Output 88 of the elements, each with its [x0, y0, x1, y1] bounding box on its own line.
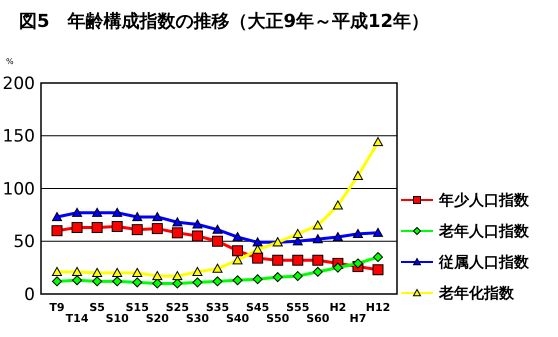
x-tick-label: S10	[106, 312, 130, 325]
point	[92, 222, 103, 234]
point	[172, 227, 183, 238]
legend-label: 年少人口指数	[438, 191, 530, 209]
point	[332, 232, 343, 242]
point	[252, 237, 263, 246]
point	[232, 255, 243, 264]
point	[192, 277, 202, 288]
point	[373, 228, 383, 237]
point	[252, 244, 263, 254]
point	[373, 137, 383, 146]
point	[292, 254, 304, 266]
point	[92, 276, 102, 286]
x-tick-label: S15	[126, 301, 149, 314]
point	[332, 200, 343, 210]
point	[192, 230, 203, 242]
point	[192, 266, 202, 276]
point	[52, 276, 62, 286]
y-tick-label: 200	[2, 74, 35, 94]
point	[212, 276, 222, 286]
point	[72, 208, 82, 217]
point	[192, 219, 202, 228]
point	[272, 272, 283, 282]
x-tick-label: S55	[286, 301, 310, 314]
x-tick-label: S45	[246, 301, 270, 314]
x-tick-label: S25	[166, 301, 189, 314]
x-tick-label: S50	[266, 312, 290, 325]
y-tick-label: 150	[2, 126, 35, 147]
point	[312, 266, 323, 277]
x-tick-label: H12	[366, 301, 390, 314]
point	[72, 222, 83, 234]
point	[172, 217, 182, 226]
point	[112, 220, 123, 232]
point	[292, 271, 303, 282]
x-tick-label: S5	[89, 301, 105, 314]
x-tick-label: S35	[206, 301, 230, 314]
legend-label: 老年人口指数	[438, 222, 530, 240]
y-tick-label: 50	[13, 232, 35, 252]
point	[92, 208, 102, 217]
legend-label: 老年化指数	[438, 284, 515, 302]
point	[52, 225, 62, 236]
point	[232, 275, 243, 286]
point	[372, 264, 384, 276]
point	[52, 266, 62, 276]
x-tick-label: H7	[350, 312, 366, 325]
point	[332, 262, 343, 273]
point	[132, 224, 143, 236]
point	[132, 212, 142, 222]
point	[112, 208, 122, 217]
point	[212, 264, 222, 273]
point	[352, 258, 363, 268]
point	[152, 212, 162, 222]
point	[312, 254, 324, 266]
point	[373, 252, 383, 262]
x-tick-label: S30	[186, 312, 210, 325]
x-tick-label: S40	[226, 312, 250, 325]
point	[212, 236, 223, 247]
x-tick-label: T14	[66, 312, 89, 325]
y-axis-title: %	[6, 57, 14, 66]
point	[112, 268, 122, 277]
point	[232, 245, 244, 256]
legend-label: 従属人口指数	[438, 253, 530, 271]
point	[72, 275, 82, 286]
x-tick-label: S60	[306, 312, 330, 325]
y-tick-label: 100	[2, 179, 35, 200]
point	[352, 170, 363, 180]
x-tick-label: H2	[329, 301, 346, 314]
x-tick-label: T9	[49, 301, 65, 314]
point	[132, 277, 142, 288]
chart-title: 図5 年齢構成指数の推移（大正9年～平成12年）	[18, 11, 430, 32]
point	[132, 268, 142, 277]
point	[212, 224, 222, 234]
point	[152, 271, 162, 280]
point	[112, 276, 122, 286]
point	[172, 271, 182, 280]
point	[52, 212, 62, 222]
point	[312, 234, 323, 244]
x-tick-label: S20	[146, 312, 170, 325]
point	[152, 223, 163, 234]
point	[252, 274, 263, 284]
point	[92, 268, 102, 277]
y-tick-label: 0	[24, 284, 35, 305]
point	[232, 232, 243, 242]
point	[272, 254, 284, 266]
point	[292, 228, 303, 238]
point	[352, 228, 363, 238]
point	[72, 266, 82, 276]
point	[312, 220, 323, 230]
